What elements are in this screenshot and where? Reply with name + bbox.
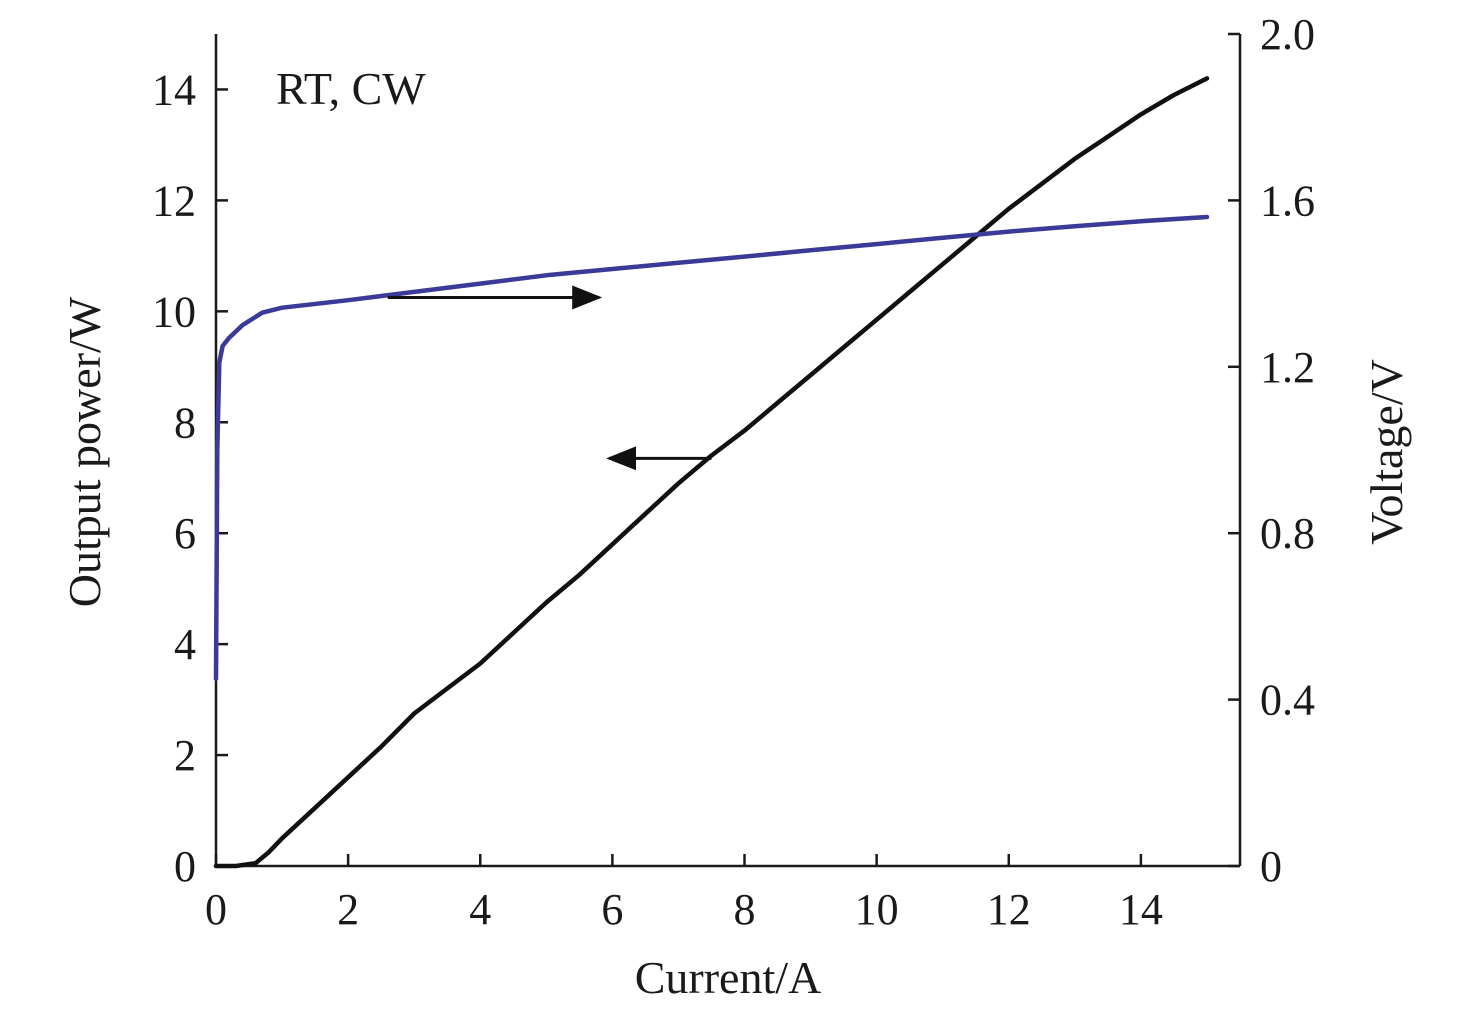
power-series-line (213, 76, 1210, 869)
y-right-tick-label-3: 1.2 (1260, 343, 1315, 392)
plot-area: 0 2 4 6 8 10 12 14 0 2 4 6 8 10 12 14 0 0.4 0.8 1.2 1.6 2.0 (152, 10, 1315, 934)
x-tick-label-6: 12 (987, 885, 1031, 934)
x-tick-label-0: 0 (205, 885, 227, 934)
y-left-tick-label-3: 6 (174, 509, 196, 558)
y-left-tick-label-0: 0 (174, 842, 196, 891)
y-left-tick-label-6: 12 (152, 176, 196, 225)
y-right-tick-label-4: 1.6 (1260, 176, 1315, 225)
y-right-tick-label-5: 2.0 (1260, 10, 1315, 59)
y-right-tick-label-0: 0 (1260, 842, 1282, 891)
voltage-series-line (213, 214, 1210, 682)
y-right-tick-label-1: 0.4 (1260, 676, 1315, 725)
x-tick-label-4: 8 (734, 885, 756, 934)
y-left-tick-label-2: 4 (174, 620, 196, 669)
x-tick-label-7: 14 (1119, 885, 1163, 934)
y-left-tick-label-1: 2 (174, 731, 196, 780)
x-tick-label-5: 10 (855, 885, 899, 934)
x-tick-label-2: 4 (469, 885, 491, 934)
y-axis-left-title: Output power/W (59, 296, 110, 607)
y-left-tick-label-5: 10 (152, 287, 196, 336)
x-tick-label-3: 6 (601, 885, 623, 934)
y-right-tick-label-2: 0.8 (1260, 509, 1315, 558)
x-axis-title: Current/A (635, 952, 822, 1003)
y-axis-right-title: Voltage/V (1361, 359, 1412, 545)
y-left-tick-label-4: 8 (174, 398, 196, 447)
x-tick-label-1: 2 (337, 885, 359, 934)
y-left-tick-label-7: 14 (152, 65, 196, 114)
chart-annotation: RT, CW (276, 63, 426, 114)
